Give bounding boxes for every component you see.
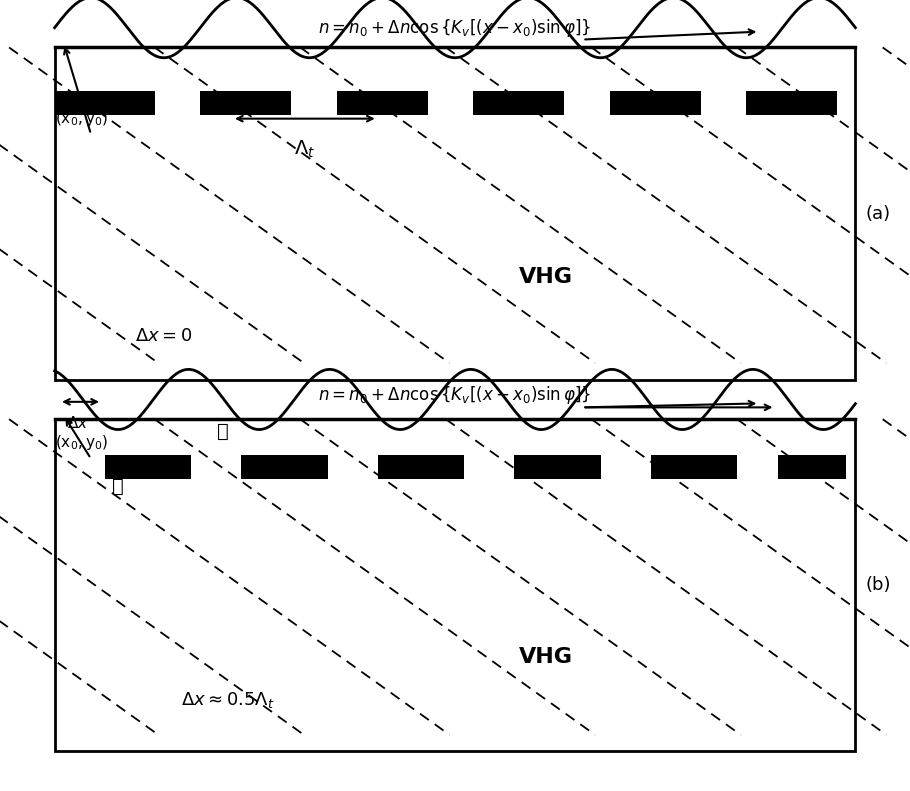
Text: $n=n_0+\Delta n\cos\{K_v[(x-x_0)\sin\varphi]\}$: $n=n_0+\Delta n\cos\{K_v[(x-x_0)\sin\var… xyxy=(318,384,592,407)
Bar xyxy=(514,455,601,479)
Bar xyxy=(55,419,855,751)
Text: (b): (b) xyxy=(865,577,891,594)
Bar xyxy=(778,455,846,479)
Text: VHG: VHG xyxy=(519,646,573,667)
Bar xyxy=(473,91,564,115)
Text: $\Delta x$: $\Delta x$ xyxy=(66,415,88,431)
Bar xyxy=(651,455,737,479)
Text: $n=n_0+\Delta n\cos\{K_v[(x-x_0)\sin\varphi]\}$: $n=n_0+\Delta n\cos\{K_v[(x-x_0)\sin\var… xyxy=(318,17,592,39)
Text: VHG: VHG xyxy=(519,267,573,287)
Text: 脊: 脊 xyxy=(113,477,124,496)
Bar xyxy=(610,91,701,115)
Text: $\Lambda_t$: $\Lambda_t$ xyxy=(294,138,316,160)
Text: $(\mathrm{x_0,y_0})$: $(\mathrm{x_0,y_0})$ xyxy=(56,433,108,452)
Bar xyxy=(55,91,155,115)
Bar xyxy=(241,455,328,479)
Bar xyxy=(337,91,428,115)
Text: 槽: 槽 xyxy=(217,422,228,441)
Text: $\Delta x=0$: $\Delta x=0$ xyxy=(136,327,192,345)
Bar xyxy=(105,455,191,479)
Bar xyxy=(378,455,464,479)
Text: $(\mathrm{x_0,y_0})$: $(\mathrm{x_0,y_0})$ xyxy=(56,109,108,128)
Text: (a): (a) xyxy=(865,205,891,222)
Bar xyxy=(200,91,291,115)
Bar xyxy=(746,91,837,115)
Bar xyxy=(55,47,855,380)
Text: $\Delta x\approx 0.5\Lambda_t$: $\Delta x\approx 0.5\Lambda_t$ xyxy=(181,690,274,710)
